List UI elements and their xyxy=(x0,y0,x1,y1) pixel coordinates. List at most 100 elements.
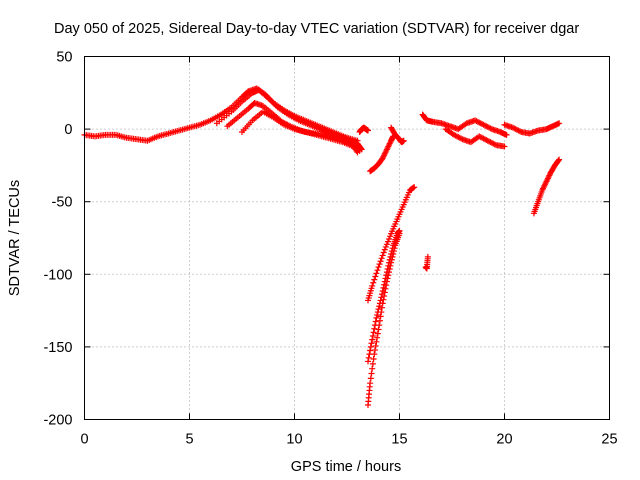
data-point xyxy=(387,262,394,269)
data-point xyxy=(501,143,508,150)
data-point xyxy=(390,250,397,257)
data-point xyxy=(354,137,361,144)
data-point xyxy=(555,157,562,164)
data-point xyxy=(371,351,378,358)
data-point xyxy=(374,267,381,274)
data-point xyxy=(383,278,390,285)
data-point xyxy=(379,300,386,307)
x-tick-label: 10 xyxy=(286,432,302,448)
data-point xyxy=(384,275,391,282)
data-point xyxy=(367,380,374,387)
data-point xyxy=(356,147,363,154)
data-point xyxy=(516,128,523,135)
data-point xyxy=(376,317,383,324)
y-tick-label: 50 xyxy=(56,50,72,66)
chart-title: Day 050 of 2025, Sidereal Day-to-day VTE… xyxy=(54,21,579,37)
data-point xyxy=(375,264,382,271)
data-point xyxy=(386,265,393,272)
data-point xyxy=(503,131,510,138)
data-point xyxy=(365,358,371,365)
data-point xyxy=(375,306,382,313)
plot-frame xyxy=(84,56,610,420)
data-point xyxy=(400,137,407,144)
y-tick-labels: -200 -150 -100 -50 0 50 xyxy=(43,50,72,429)
data-point xyxy=(377,258,384,265)
data-point xyxy=(374,330,381,337)
x-tick-label: 20 xyxy=(496,432,512,448)
data-point xyxy=(373,270,380,277)
data-point xyxy=(369,365,376,372)
data-point xyxy=(376,303,383,310)
data-point xyxy=(379,252,386,259)
data-point xyxy=(383,282,390,289)
data-points xyxy=(81,85,563,408)
y-axis-label: SDTVAR / TECUs xyxy=(7,180,23,296)
data-point xyxy=(380,249,387,256)
data-point xyxy=(372,342,379,349)
data-point xyxy=(365,354,372,361)
data-point xyxy=(370,329,377,336)
data-point xyxy=(386,235,392,242)
data-point xyxy=(377,313,384,320)
y-tick-label: -100 xyxy=(43,267,72,283)
data-point xyxy=(368,370,375,377)
data-point xyxy=(382,243,389,250)
data-point xyxy=(411,184,418,191)
data-point xyxy=(382,285,389,292)
data-point xyxy=(370,356,377,362)
data-point xyxy=(381,293,388,300)
data-point xyxy=(390,248,397,255)
data-point xyxy=(355,147,362,154)
x-tick-label: 15 xyxy=(391,432,407,448)
data-point xyxy=(384,238,391,245)
y-tick-label: -200 xyxy=(43,413,72,429)
data-point xyxy=(367,375,374,382)
data-point xyxy=(381,246,388,253)
data-point xyxy=(365,127,371,134)
data-point xyxy=(556,156,563,163)
data-point xyxy=(385,272,392,279)
data-point xyxy=(371,276,378,283)
data-point xyxy=(389,253,396,260)
data-point xyxy=(369,333,376,340)
data-point xyxy=(379,304,385,311)
data-point xyxy=(378,309,385,316)
data-point xyxy=(374,334,381,341)
data-point xyxy=(391,245,398,252)
data-point xyxy=(376,261,383,268)
data-point xyxy=(383,241,390,248)
data-point xyxy=(372,273,379,280)
data-point xyxy=(376,322,383,329)
x-tick-labels: 0 5 10 15 20 25 xyxy=(80,432,617,448)
data-point xyxy=(367,343,374,350)
data-point xyxy=(374,311,381,318)
x-tick-label: 0 xyxy=(80,432,88,448)
x-axis-label: GPS time / hours xyxy=(291,459,401,475)
grid-lines xyxy=(84,56,610,420)
data-point xyxy=(380,296,387,303)
data-point xyxy=(388,259,395,266)
data-point xyxy=(396,230,403,237)
data-point xyxy=(375,326,382,333)
data-point xyxy=(378,255,385,262)
data-point xyxy=(370,279,377,286)
data-point xyxy=(372,318,379,325)
axis-ticks xyxy=(84,56,610,420)
data-point xyxy=(381,289,388,296)
data-point xyxy=(368,340,375,347)
data-point xyxy=(424,253,431,260)
data-point xyxy=(387,233,394,240)
data-point xyxy=(369,282,376,289)
y-tick-label: -150 xyxy=(43,340,72,356)
data-point xyxy=(371,325,378,332)
y-tick-label: -50 xyxy=(52,195,73,211)
data-point xyxy=(388,256,395,263)
data-point xyxy=(556,120,563,127)
data-point xyxy=(369,336,376,343)
data-point xyxy=(369,360,376,367)
y-tick-label: 0 xyxy=(64,122,72,138)
data-point xyxy=(373,338,380,345)
x-tick-label: 5 xyxy=(185,432,193,448)
data-point xyxy=(373,314,380,321)
